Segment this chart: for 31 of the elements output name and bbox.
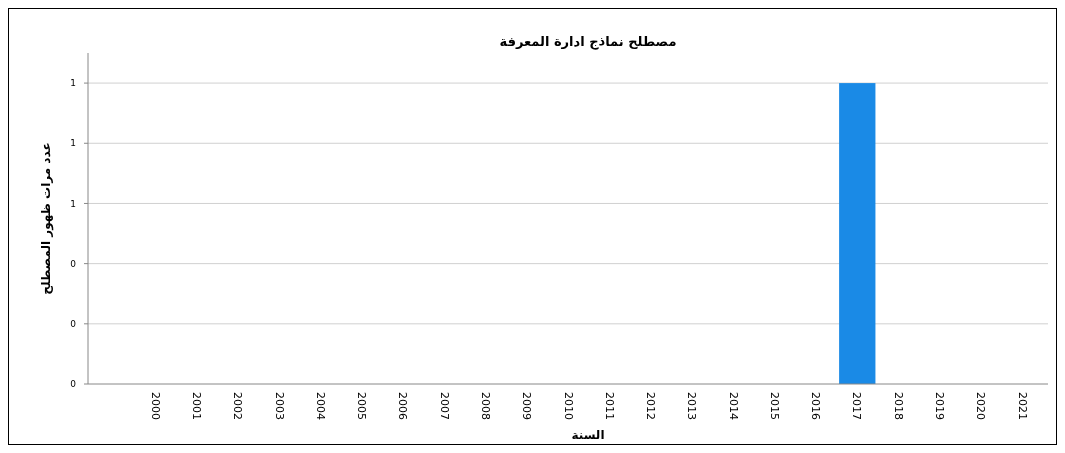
x-tick-label: 2019: [932, 392, 946, 420]
x-tick-label: 2020: [974, 392, 988, 420]
y-tick-label: 1: [70, 78, 76, 89]
x-tick-label: 2005: [355, 392, 369, 420]
x-tick-label: 2021: [1015, 392, 1029, 420]
y-tick-label: 0: [70, 379, 77, 390]
x-tick-label: 2009: [520, 392, 534, 420]
chart-title: مصطلح نماذج ادارة المعرفة: [499, 34, 677, 50]
y-tick-label: 0: [70, 258, 77, 269]
x-tick-label: 2010: [561, 392, 575, 420]
x-tick-label: 2001: [190, 392, 204, 420]
x-tick-label: 2018: [891, 392, 905, 420]
x-tick-label: 2016: [809, 392, 823, 420]
x-tick-label: 2003: [272, 392, 286, 420]
x-tick-label: 2012: [644, 392, 658, 420]
y-tick-label: 1: [70, 198, 76, 209]
x-tick-label: 2007: [437, 392, 451, 420]
x-tick-label: 2000: [148, 392, 162, 420]
x-tick-label: 2015: [767, 392, 781, 420]
y-tick-label: 0: [70, 318, 77, 329]
x-axis-title: السنة: [571, 428, 605, 442]
y-tick-label: 1: [70, 138, 76, 149]
x-tick-label: 2014: [726, 392, 740, 420]
x-tick-label: 2006: [396, 392, 410, 420]
x-tick-label: 2008: [478, 392, 492, 420]
x-tick-label: 2004: [313, 392, 327, 420]
x-tick-label: 2013: [685, 392, 699, 420]
y-axis-title: عدد مرات ظهور المصطلح: [39, 142, 54, 295]
x-tick-label: 2017: [850, 392, 864, 420]
x-tick-label: 2002: [231, 392, 245, 420]
x-tick-label: 2011: [602, 392, 616, 420]
